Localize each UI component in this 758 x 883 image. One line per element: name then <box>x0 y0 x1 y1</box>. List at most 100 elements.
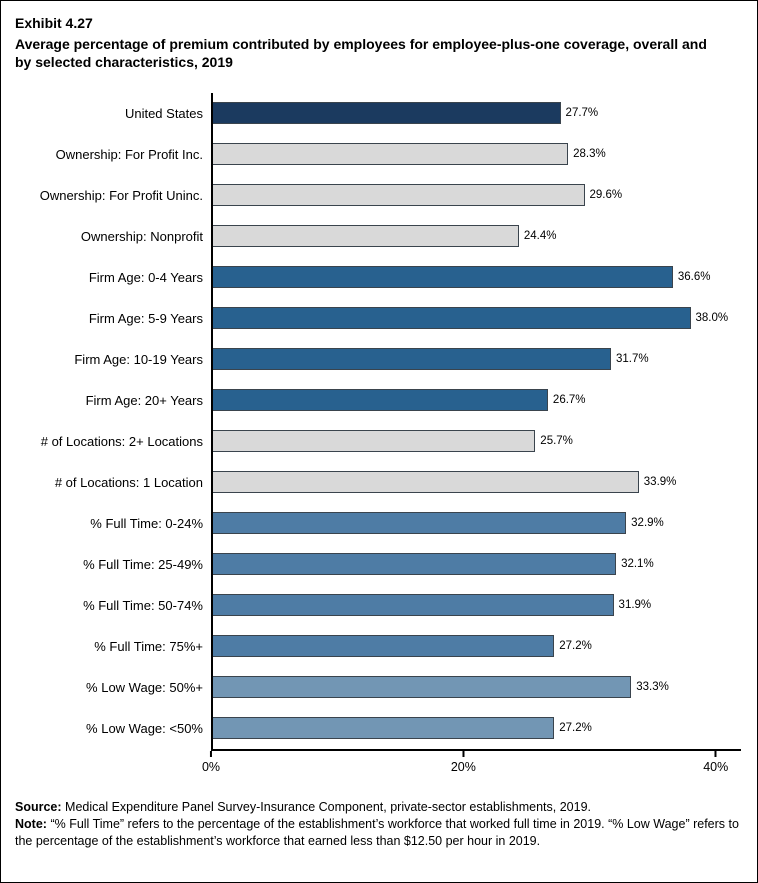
chart-row: United States 27.7% <box>3 93 741 134</box>
x-axis: 0% 20% 40% <box>202 748 741 781</box>
chart-row: # of Locations: 2+ Locations 25.7% <box>3 421 741 462</box>
chart-row: Firm Age: 10-19 Years 31.7% <box>3 339 741 380</box>
bar <box>211 184 585 207</box>
value-label: 31.9% <box>618 599 652 612</box>
x-tick: 40% <box>703 750 729 774</box>
category-label: Firm Age: 20+ Years <box>85 392 203 408</box>
chart-row: % Low Wage: <50% 27.2% <box>3 708 741 749</box>
chart-row: % Full Time: 0-24% 32.9% <box>3 503 741 544</box>
category-label: Firm Age: 10-19 Years <box>74 351 203 367</box>
chart-row: Ownership: Nonprofit 24.4% <box>3 216 741 257</box>
bar <box>211 348 612 371</box>
x-tick-label: 40% <box>703 759 729 774</box>
bar <box>211 594 614 617</box>
x-tick-label: 20% <box>450 759 476 774</box>
chart-row: % Full Time: 50-74% 31.9% <box>3 585 741 626</box>
chart-rows: United States 27.7% Ownership: For Profit … <box>3 93 741 749</box>
bar <box>211 102 561 125</box>
value-label: 28.3% <box>573 148 606 161</box>
chart-title: Average percentage of premium contribute… <box>15 35 707 70</box>
bar-track: 31.9% <box>211 594 741 617</box>
note-label: Note: <box>15 816 47 831</box>
chart-row: % Low Wage: 50%+ 33.3% <box>3 667 741 708</box>
value-label: 38.0% <box>695 312 729 325</box>
y-axis-line <box>211 92 213 749</box>
value-label: 32.1% <box>621 558 654 571</box>
bar-chart: United States 27.7% Ownership: For Profit … <box>3 92 741 781</box>
title-block: Exhibit 4.27 Average percentage of premi… <box>1 1 757 71</box>
bar <box>211 225 519 248</box>
category-label: % Full Time: 25-49% <box>83 556 203 572</box>
bar <box>211 512 627 535</box>
bar <box>211 717 555 740</box>
value-label: 32.9% <box>631 517 664 530</box>
chart-row: # of Locations: 1 Location 33.9% <box>3 462 741 503</box>
bar-track: 32.9% <box>211 512 741 535</box>
bar <box>211 143 569 166</box>
category-label: % Low Wage: <50% <box>86 720 203 736</box>
category-label: Ownership: For Profit Uninc. <box>39 187 203 203</box>
bar <box>211 553 617 576</box>
chart-row: Firm Age: 0-4 Years 36.6% <box>3 257 741 298</box>
bar <box>211 266 673 289</box>
x-tick-mark <box>462 750 465 757</box>
value-label: 27.7% <box>565 107 599 120</box>
x-tick-label: 0% <box>201 759 221 774</box>
category-label: % Full Time: 0-24% <box>90 515 203 531</box>
bar-track: 26.7% <box>211 389 741 412</box>
source-label: Source: <box>15 799 62 814</box>
value-label: 24.4% <box>523 230 557 243</box>
bar-track: 24.4% <box>211 225 741 248</box>
chart-row: Firm Age: 5-9 Years 38.0% <box>3 298 741 339</box>
value-label: 29.6% <box>589 189 623 202</box>
footer-notes: Source: Medical Expenditure Panel Survey… <box>15 799 741 850</box>
bar-track: 27.2% <box>211 635 741 658</box>
bar <box>211 389 548 412</box>
value-label: 36.6% <box>677 271 711 284</box>
note-line: Note: “% Full Time” refers to the percen… <box>15 816 741 850</box>
category-label: Firm Age: 5-9 Years <box>88 310 203 326</box>
chart-row: % Full Time: 25-49% 32.1% <box>3 544 741 585</box>
category-label: Firm Age: 0-4 Years <box>88 269 203 285</box>
category-label: United States <box>124 105 203 121</box>
category-label: Ownership: For Profit Inc. <box>55 146 203 162</box>
bar-track: 38.0% <box>211 307 741 330</box>
category-label: % Full Time: 75%+ <box>94 638 203 654</box>
value-label: 25.7% <box>540 435 573 448</box>
bar-track: 27.7% <box>211 102 741 125</box>
bar-track: 29.6% <box>211 184 741 207</box>
value-label: 33.9% <box>643 476 677 489</box>
value-label: 27.2% <box>559 722 592 735</box>
bar <box>211 430 536 453</box>
bar-track: 32.1% <box>211 553 741 576</box>
value-label: 31.7% <box>616 353 649 366</box>
chart-row: % Full Time: 75%+ 27.2% <box>3 626 741 667</box>
chart-row: Ownership: For Profit Inc. 28.3% <box>3 134 741 175</box>
exhibit-number: Exhibit 4.27 <box>15 15 93 31</box>
bar-track: 27.2% <box>211 717 741 740</box>
bar-track: 36.6% <box>211 266 741 289</box>
source-line: Source: Medical Expenditure Panel Survey… <box>15 799 741 816</box>
bar <box>211 307 691 330</box>
bar-track: 28.3% <box>211 143 741 166</box>
value-label: 26.7% <box>552 394 586 407</box>
note-text: “% Full Time” refers to the percentage o… <box>15 816 739 848</box>
chart-row: Firm Age: 20+ Years 26.7% <box>3 380 741 421</box>
category-label: # of Locations: 1 Location <box>54 474 203 490</box>
bar-track: 31.7% <box>211 348 741 371</box>
x-tick: 0% <box>201 750 221 774</box>
bar <box>211 471 639 494</box>
bar-track: 25.7% <box>211 430 741 453</box>
bar-track: 33.3% <box>211 676 741 699</box>
value-label: 33.3% <box>636 681 669 694</box>
value-label: 27.2% <box>559 640 592 653</box>
x-tick-mark <box>209 750 212 757</box>
bar-track: 33.9% <box>211 471 741 494</box>
source-text: Medical Expenditure Panel Survey-Insuran… <box>65 799 592 814</box>
bar <box>211 676 632 699</box>
category-label: Ownership: Nonprofit <box>80 228 203 244</box>
chart-row: Ownership: For Profit Uninc. 29.6% <box>3 175 741 216</box>
category-label: % Low Wage: 50%+ <box>86 679 203 695</box>
category-label: % Full Time: 50-74% <box>83 597 203 613</box>
